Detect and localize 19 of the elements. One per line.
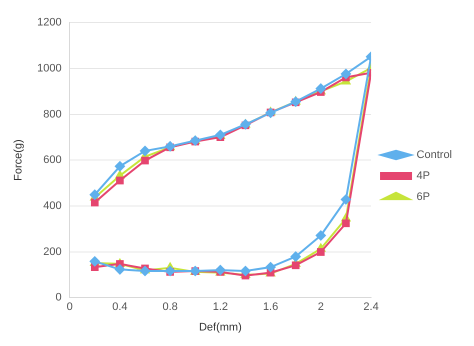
x-tick-label: 2	[318, 301, 324, 314]
y-tick-label: 200	[43, 246, 62, 258]
y-axis-title: Force(g)	[12, 139, 25, 181]
legend-label: 6P	[416, 191, 430, 204]
y-tick-label: 1000	[37, 62, 62, 74]
legend-label: Control	[416, 149, 452, 162]
x-tick-label: 0.4	[112, 301, 128, 314]
y-tick-label: 1200	[37, 16, 62, 29]
legend-label: 4P	[416, 170, 430, 182]
x-tick-label: 2.4	[363, 301, 379, 314]
y-tick-label: 600	[43, 154, 62, 166]
x-axis-title: Def(mm)	[198, 321, 242, 334]
x-tick-label: 0	[66, 301, 73, 314]
y-tick-label: 400	[43, 200, 62, 212]
x-tick-label: 0.8	[162, 301, 178, 314]
y-tick-label: 800	[43, 108, 62, 120]
x-tick-label: 1.6	[262, 301, 278, 314]
x-tick-label: 1.2	[212, 301, 228, 314]
y-tick-label: 0	[56, 292, 62, 304]
